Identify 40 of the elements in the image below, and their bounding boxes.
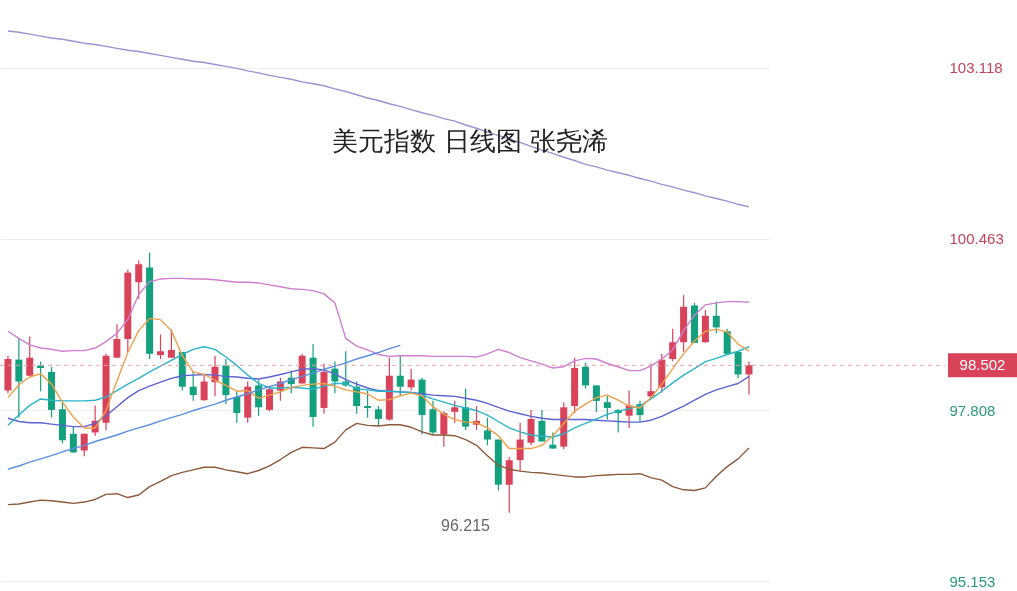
y-tick-label: 103.118 bbox=[949, 59, 1003, 77]
candlestick bbox=[167, 328, 175, 359]
candlestick bbox=[37, 360, 45, 392]
candlestick bbox=[374, 405, 382, 427]
candlestick bbox=[723, 328, 731, 355]
candlestick bbox=[745, 360, 753, 396]
line-series bbox=[7, 344, 401, 470]
annotation: 96.215 bbox=[441, 517, 491, 534]
candlestick bbox=[516, 422, 524, 473]
text: 美元指数 日线图 张尧浠 bbox=[331, 126, 609, 156]
candlestick bbox=[113, 323, 121, 359]
candlestick bbox=[135, 259, 143, 300]
candlestick bbox=[407, 368, 415, 392]
y-tick-label: 97.808 bbox=[949, 401, 996, 419]
candlestick bbox=[200, 375, 208, 402]
candlestick bbox=[15, 338, 23, 419]
candlestick bbox=[603, 395, 611, 421]
candlestick bbox=[26, 335, 34, 377]
candlestick bbox=[538, 409, 546, 443]
candlestick bbox=[592, 384, 600, 413]
ref-line-label: 98.502 bbox=[959, 356, 1006, 374]
candlestick bbox=[451, 400, 459, 424]
candlestick bbox=[582, 362, 590, 390]
candlestick bbox=[233, 389, 241, 424]
candlestick bbox=[364, 389, 372, 419]
candlestick bbox=[712, 301, 720, 334]
y-tick-label: 95.153 bbox=[949, 572, 996, 590]
candlestick bbox=[189, 371, 197, 402]
candlestick bbox=[429, 400, 437, 435]
candlestick bbox=[483, 417, 491, 446]
candlestick bbox=[440, 410, 448, 448]
line-series bbox=[7, 30, 750, 208]
candlestick bbox=[396, 355, 404, 396]
candlestick bbox=[157, 333, 165, 360]
y-tick-label: 100.463 bbox=[949, 230, 1004, 248]
candlestick bbox=[527, 409, 535, 446]
line-series bbox=[7, 277, 750, 372]
candlestick bbox=[462, 388, 470, 431]
candlestick bbox=[734, 351, 742, 379]
candlestick bbox=[331, 360, 339, 394]
